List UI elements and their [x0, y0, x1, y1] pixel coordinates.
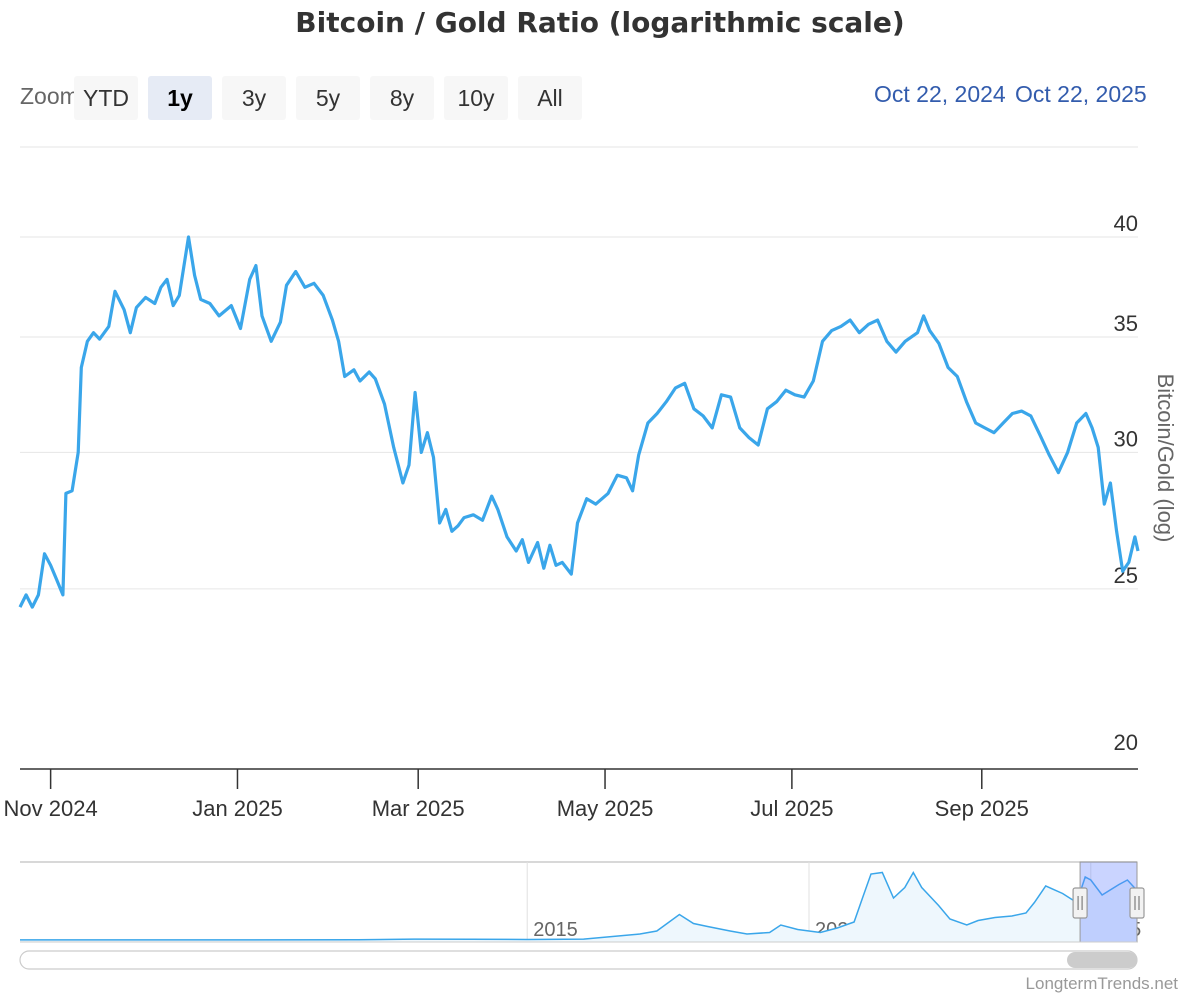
y-tick-label: 40	[1114, 211, 1138, 236]
range-button-8y[interactable]: 8y	[370, 76, 434, 120]
y-tick-label: 30	[1114, 426, 1138, 451]
range-button-1y[interactable]: 1y	[148, 76, 212, 120]
x-tick-label: Nov 2024	[4, 796, 98, 821]
navigator-handle-right[interactable]	[1129, 887, 1145, 919]
x-tick-label: Jul 2025	[750, 796, 833, 821]
series-line-bitcoin-gold[interactable]	[18, 235, 1140, 609]
handle-body[interactable]	[1072, 887, 1088, 919]
handle-body[interactable]	[1129, 887, 1145, 919]
date-to-input[interactable]: Oct 22, 2025	[1015, 81, 1147, 107]
y-axis-label: Bitcoin/Gold (log)	[1153, 374, 1178, 543]
range-button-all[interactable]: All	[518, 76, 582, 120]
x-tick-label: Mar 2025	[372, 796, 465, 821]
x-tick-label: May 2025	[557, 796, 654, 821]
scrollbar-thumb[interactable]	[1067, 952, 1137, 968]
watermark: LongtermTrends.net	[1025, 974, 1178, 993]
range-button-ytd[interactable]: YTD	[74, 76, 138, 120]
chart-title: Bitcoin / Gold Ratio (logarithmic scale)	[295, 6, 905, 39]
scrollbar-track[interactable]	[19, 950, 1138, 970]
range-button-3y[interactable]: 3y	[222, 76, 286, 120]
navigator-tick-label: 2015	[533, 919, 578, 941]
navigator-handle-left[interactable]	[1072, 887, 1088, 919]
navigator-series-line	[20, 870, 1138, 941]
y-tick-label: 35	[1114, 311, 1138, 336]
range-button-10y[interactable]: 10y	[444, 76, 508, 120]
navigator-selection[interactable]	[1079, 861, 1138, 943]
x-tick-label: Jan 2025	[192, 796, 283, 821]
range-button-5y[interactable]: 5y	[296, 76, 360, 120]
x-tick-label: Sep 2025	[935, 796, 1029, 821]
date-from-input[interactable]: Oct 22, 2024	[874, 81, 1006, 107]
y-tick-label: 20	[1114, 730, 1138, 755]
zoom-label: Zoom	[20, 83, 74, 109]
navigator-area	[20, 872, 1137, 942]
